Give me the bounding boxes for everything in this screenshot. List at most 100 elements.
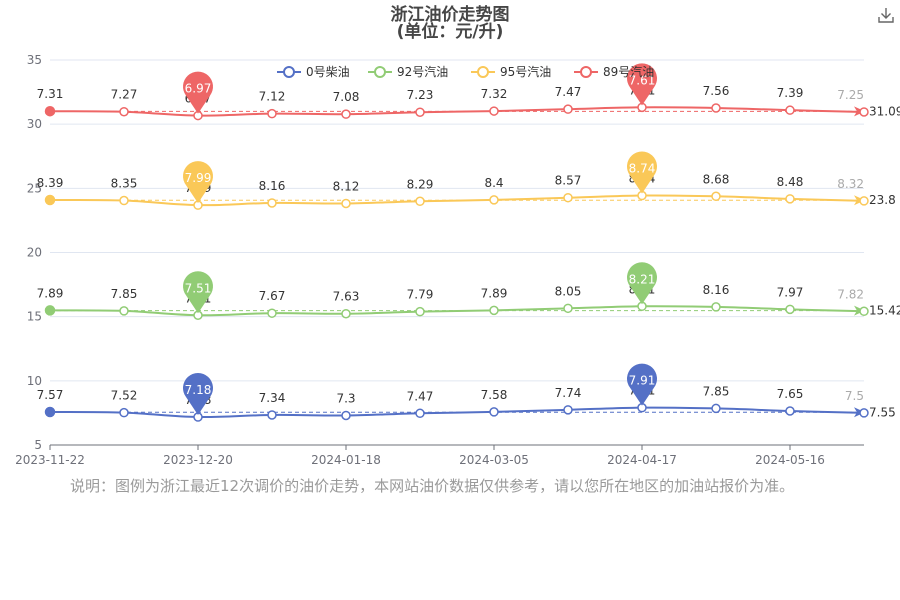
data-label: 7.31: [37, 87, 64, 101]
data-label: 7.85: [703, 384, 730, 398]
data-label: 7.32: [481, 87, 508, 101]
data-label: 7.57: [37, 388, 64, 402]
data-point: [489, 106, 499, 116]
data-label: 7.5: [845, 389, 864, 403]
data-point: [119, 306, 129, 316]
data-label: 7.89: [37, 286, 64, 300]
data-label: 7.3: [336, 391, 355, 405]
data-label: 7.25: [837, 88, 864, 102]
data-point: [785, 304, 795, 315]
data-label: 7.85: [111, 287, 138, 301]
data-label: 7.47: [407, 389, 434, 403]
data-label: 8.16: [259, 179, 286, 193]
data-label: 8.05: [555, 284, 582, 298]
data-point: [341, 308, 351, 319]
data-point: [119, 195, 129, 206]
data-point: [785, 105, 795, 115]
data-point: [44, 105, 56, 117]
average-label: 7.55: [869, 405, 896, 419]
data-label: 7.52: [111, 389, 138, 403]
min-marker: [183, 373, 213, 416]
data-point: [563, 104, 573, 114]
series-line: [49, 106, 865, 117]
legend-label: 0号柴油: [306, 65, 350, 79]
max-marker: [627, 151, 657, 194]
average-label: 15.42: [869, 304, 900, 318]
download-icon[interactable]: [877, 6, 895, 24]
legend-marker: [477, 66, 489, 78]
data-label: 7.63: [333, 290, 360, 304]
data-point: [785, 406, 795, 416]
data-point: [489, 305, 499, 316]
data-label: 7.12: [259, 90, 286, 104]
min-marker: [183, 71, 214, 114]
y-tick-label: 30: [27, 117, 42, 131]
data-point: [119, 106, 129, 117]
data-point: [563, 192, 573, 203]
data-label: 7.89: [481, 286, 508, 300]
y-tick-label: 15: [27, 310, 42, 324]
legend-label: 89号汽油: [603, 64, 654, 79]
data-label: 7.08: [333, 90, 360, 104]
data-point: [415, 306, 425, 317]
data-label: 8.68: [703, 172, 730, 186]
data-label: 7.74: [555, 386, 582, 400]
data-point: [415, 408, 425, 419]
data-point: [341, 109, 351, 119]
x-tick-label: 2024-01-18: [311, 453, 381, 467]
series-line: [49, 194, 865, 207]
data-point: [859, 306, 869, 317]
max-marker-label: 7.61: [629, 73, 656, 87]
y-tick-label: 10: [27, 374, 42, 388]
y-tick-label: 5: [34, 438, 42, 452]
average-label: 31.09: [869, 104, 900, 118]
data-point: [785, 194, 795, 204]
data-label: 7.47: [555, 85, 582, 99]
data-point: [267, 410, 277, 420]
x-tick-label: 2023-11-22: [15, 453, 85, 467]
data-point: [563, 303, 573, 314]
series-line: [49, 305, 865, 317]
x-tick-label: 2024-04-17: [607, 453, 677, 467]
data-point: [489, 195, 499, 205]
legend-marker: [580, 66, 592, 78]
chart-title: 浙江油价走势图: [390, 5, 510, 25]
data-point: [711, 302, 721, 312]
data-point: [415, 196, 425, 207]
min-marker-label: 7.99: [185, 171, 212, 185]
data-point: [267, 198, 277, 208]
data-label: 7.39: [777, 86, 804, 100]
x-tick-label: 2024-05-16: [755, 453, 825, 467]
data-point: [859, 196, 869, 206]
data-label: 8.29: [407, 177, 434, 191]
max-marker-label: 7.91: [629, 374, 656, 388]
data-point: [44, 406, 56, 418]
data-point: [341, 410, 351, 421]
data-point: [44, 194, 56, 206]
data-label: 8.48: [777, 175, 804, 189]
data-label: 8.32: [837, 177, 864, 191]
min-marker-label: 7.18: [185, 383, 212, 397]
legend-marker: [283, 66, 295, 78]
series-line: [49, 406, 865, 419]
data-label: 8.35: [111, 177, 138, 191]
max-marker-label: 8.21: [629, 272, 656, 286]
data-point: [267, 108, 277, 119]
min-marker-label: 7.51: [185, 281, 212, 295]
data-point: [415, 107, 425, 117]
data-label: 7.65: [777, 387, 804, 401]
data-label: 7.97: [777, 285, 804, 299]
x-tick-label: 2024-03-05: [459, 453, 529, 467]
data-point: [859, 408, 869, 418]
data-label: 8.16: [703, 283, 730, 297]
data-point: [859, 107, 869, 117]
data-point: [341, 198, 351, 209]
footnote: 说明：图例为浙江最近12次调价的油价走势，本网站油价数据仅供参考，请以您所在地区…: [70, 477, 795, 495]
data-point: [44, 305, 56, 316]
data-point: [711, 103, 721, 113]
data-point: [711, 403, 721, 414]
average-label: 23.8: [869, 193, 896, 207]
data-label: 8.4: [484, 176, 503, 190]
max-marker: [627, 63, 658, 106]
